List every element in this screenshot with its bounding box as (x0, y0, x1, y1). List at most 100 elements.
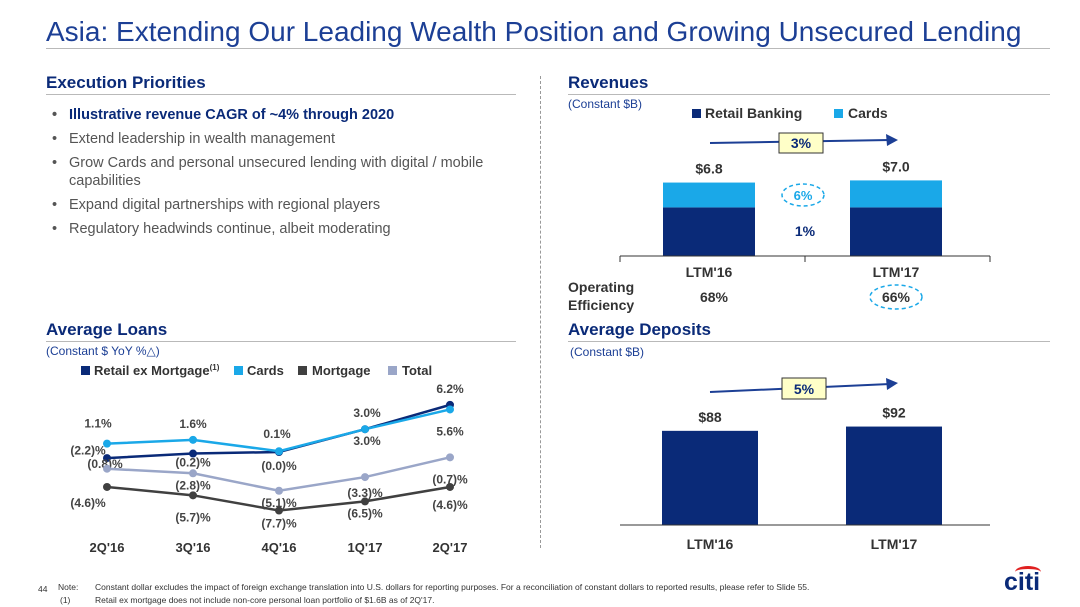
retail-growth-label: 1% (795, 223, 816, 239)
legend-retail-label: Retail Banking (705, 105, 802, 121)
loans-data-point (446, 453, 454, 462)
loans-rule (46, 341, 516, 342)
loans-category-label: 2Q'16 (90, 540, 125, 555)
footnote-label: (1) (60, 595, 71, 605)
revenues-category-label: LTM'16 (686, 264, 733, 280)
deposits-title: Average Deposits (568, 320, 711, 339)
loans-data-label: (2.2)% (70, 444, 106, 458)
deposits-growth-box (781, 377, 827, 400)
loans-data-point (275, 447, 283, 456)
legend-retail-swatch (692, 109, 701, 118)
loans-data-point (446, 405, 454, 414)
loans-title: Average Loans (46, 320, 168, 339)
loans-lines: (0.8)% (0.2)% (0.0)% 3.0% 6.2% 1.1% 1.6% 0.1% 3.… (70, 382, 468, 555)
loans-category-label: 4Q'16 (262, 540, 297, 555)
loans-data-label: (0.0)% (261, 459, 297, 473)
legend-mortgage-label: Mortgage (312, 363, 371, 378)
loans-data-point (103, 464, 111, 473)
legend-retail-ex-mortgage-swatch (81, 366, 90, 375)
legend-cards-label: Cards (247, 363, 284, 378)
loans-data-point (189, 469, 197, 478)
deposit-bar (846, 426, 942, 525)
loans-category-label: 1Q'17 (348, 540, 383, 555)
loans-data-label: 6.2% (436, 382, 464, 396)
note-label: Note: (58, 582, 79, 592)
deposits-growth-label: 5% (794, 381, 815, 397)
title-divider (46, 48, 1050, 49)
loans-data-label: 0.1% (263, 427, 291, 441)
loans-data-label: 3.0% (353, 434, 381, 448)
loans-data-label: (5.1)% (261, 496, 297, 510)
loans-data-point (103, 439, 111, 448)
loans-data-label: 3.0% (353, 406, 381, 420)
revenues-subtitle: (Constant $B) (568, 97, 643, 111)
revenues-rule (568, 94, 1050, 95)
loans-data-point (189, 491, 197, 500)
footnote-text: Retail ex mortgage does not include non-… (95, 595, 435, 605)
bullet-item: Expand digital partnerships with regiona… (52, 196, 502, 214)
deposit-bar (662, 430, 758, 525)
deposits-chart: 5% $88 $92 LTM'16 LTM'17 (620, 377, 990, 552)
revenues-category-label: LTM'17 (873, 264, 920, 280)
legend-total-label: Total (402, 363, 432, 378)
loans-data-point (275, 506, 283, 515)
deposits-subtitle: (Constant $B) (570, 345, 645, 359)
execution-rule (46, 94, 516, 95)
legend-cards-label: Cards (848, 105, 888, 121)
loans-data-label: 5.6% (436, 424, 464, 438)
revenue-total-label: $6.8 (695, 161, 722, 177)
legend-cards-swatch (234, 366, 243, 375)
loans-data-label: (4.6)% (70, 496, 106, 510)
revenues-title: Revenues (568, 73, 649, 92)
loans-data-point (103, 482, 111, 491)
deposits-category-label: LTM'16 (687, 536, 734, 552)
loans-data-label: (2.8)% (175, 478, 211, 492)
page-number: 44 (38, 584, 48, 594)
loans-data-point (189, 435, 197, 444)
loans-subtitle: (Constant $ YoY %△) (46, 344, 160, 358)
citi-logo: citi (1004, 568, 1041, 596)
revenue-bar-retail (850, 207, 942, 256)
loans-data-label: (0.7)% (432, 472, 468, 486)
opeff-oval (869, 284, 923, 310)
loans-data-label: (6.5)% (347, 506, 383, 520)
deposits-rule (568, 341, 1050, 342)
revenue-bar-cards (663, 182, 755, 208)
loans-data-point (361, 497, 369, 506)
loans-category-label: 2Q'17 (433, 540, 468, 555)
legend-mortgage-swatch (298, 366, 307, 375)
deposits-category-label: LTM'17 (871, 536, 918, 552)
cards-growth-label: 6% (794, 188, 813, 203)
loans-data-label: (7.7)% (261, 517, 297, 531)
growth-box (778, 132, 824, 154)
citi-logo-arc (1015, 566, 1041, 578)
opeff-value-ltm16: 68% (700, 289, 729, 305)
revenue-bar-cards (850, 180, 942, 208)
loans-data-label: (0.8)% (87, 457, 123, 471)
loans-data-point (446, 482, 454, 491)
execution-title: Execution Priorities (46, 73, 206, 92)
growth-arrowhead (886, 134, 898, 146)
revenue-bar-retail (663, 207, 755, 256)
cards-growth-oval (781, 183, 825, 207)
revenue-bars: $6.8 $7.0 (663, 158, 942, 256)
center-divider (540, 76, 541, 548)
loans-data-point (103, 454, 111, 463)
legend-cards-swatch (834, 109, 843, 118)
opeff-label-line1: Operating (568, 279, 634, 295)
loans-data-label: 1.1% (84, 417, 112, 431)
loans-data-label: (4.6)% (432, 498, 468, 512)
bullet-item: Extend leadership in wealth management (52, 130, 502, 148)
loans-data-point (275, 486, 283, 495)
loans-data-point (189, 449, 197, 458)
deposit-bars: $88 $92 (662, 405, 942, 525)
bullet-item: Regulatory headwinds continue, albeit mo… (52, 220, 502, 238)
deposit-value-label: $88 (698, 409, 722, 425)
loans-data-label: (5.7)% (175, 510, 211, 524)
loans-data-label: 1.6% (179, 417, 207, 431)
deposit-value-label: $92 (882, 405, 906, 421)
opeff-value-ltm17: 66% (882, 289, 911, 305)
revenues-chart: Retail Banking Cards 3% $6.8 $7.0 6% 1% L… (568, 105, 991, 313)
bullet-item: Grow Cards and personal unsecured lendin… (52, 154, 502, 190)
page-title: Asia: Extending Our Leading Wealth Posit… (46, 16, 1022, 47)
